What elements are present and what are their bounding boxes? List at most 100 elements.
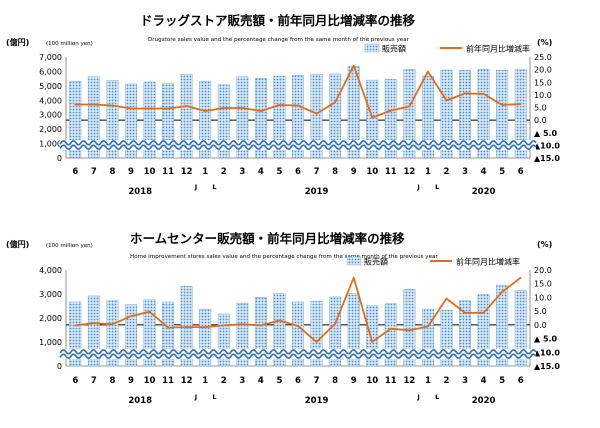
legend-bar-label: 販売額: [382, 44, 406, 54]
line-point-8: [111, 323, 114, 326]
right-tick-label: ▲ 5.0: [534, 335, 558, 344]
month-label: 9: [351, 376, 357, 386]
right-tick-label: 10.0: [534, 91, 552, 100]
bar-1: [421, 308, 434, 367]
line-point-8: [111, 104, 114, 107]
right-tick-label: ▲15.0: [534, 154, 560, 163]
right-tick-label: 5.0: [534, 104, 547, 113]
line-point-3: [464, 311, 466, 314]
bar-8: [329, 73, 342, 159]
bar-2: [440, 309, 453, 367]
bar-9: [125, 304, 137, 367]
left-tick-label: 3,000: [39, 290, 62, 299]
month-label: 3: [239, 376, 245, 386]
line-point-1: [204, 326, 206, 328]
month-label: 5: [276, 167, 282, 177]
right-tick-label: ▲ 5.0: [534, 129, 558, 138]
month-label: 7: [91, 376, 97, 386]
month-label: 2: [221, 376, 227, 386]
bar-12: [180, 74, 193, 159]
left-axis-unit: (億円): [6, 239, 29, 249]
left-tick-label: 1,000: [39, 338, 62, 347]
line-point-2: [222, 324, 225, 327]
line-point-9: [352, 64, 355, 67]
month-label: 8: [332, 167, 338, 177]
month-mark: J: [416, 393, 419, 401]
line-point-10: [148, 310, 151, 313]
left-tick-label: 1,000: [39, 140, 62, 149]
month-label: 3: [462, 376, 468, 386]
right-axis-unit: (%): [537, 240, 552, 249]
month-mark: J: [194, 393, 197, 401]
bar-4: [477, 69, 490, 159]
axis-break-wave: [59, 353, 537, 359]
bar-11: [162, 301, 175, 367]
month-label: 9: [128, 167, 134, 177]
month-label: 4: [481, 376, 487, 386]
month-label: 10: [366, 167, 378, 177]
year-label: 2018: [128, 396, 152, 406]
line-point-7: [315, 112, 318, 115]
right-axis-unit: (%): [537, 38, 552, 47]
month-label: 6: [295, 167, 301, 177]
line-point-5: [278, 104, 281, 106]
left-tick-label: 0: [57, 362, 62, 371]
line-point-5: [501, 104, 503, 106]
bar-1: [421, 75, 434, 159]
bar-2: [217, 313, 230, 367]
month-label: 6: [295, 376, 301, 386]
bar-12: [403, 289, 416, 367]
left-axis-unit-en: (100 million yen): [46, 41, 93, 47]
bar-7: [87, 295, 100, 367]
line-point-10: [371, 341, 374, 343]
month-label: 6: [72, 376, 78, 386]
line-point-12: [408, 329, 411, 332]
bar-12: [180, 286, 193, 367]
bar-3: [236, 302, 249, 367]
month-mark: L: [212, 183, 216, 191]
month-label: 9: [351, 167, 357, 177]
line-point-7: [93, 103, 95, 106]
bar-5: [496, 284, 509, 367]
right-tick-label: ▲15.0: [534, 362, 560, 371]
line-point-11: [167, 326, 169, 329]
month-mark: J: [194, 183, 197, 191]
right-tick-label: ▲10.0: [534, 348, 560, 357]
month-mark: J: [416, 183, 419, 191]
month-label: 12: [403, 376, 415, 386]
line-point-1: [427, 325, 429, 328]
bar-6: [69, 80, 82, 159]
line-point-3: [464, 92, 466, 95]
bar-1: [199, 81, 212, 159]
legend-bar-swatch: [346, 256, 362, 266]
bar-1: [199, 308, 212, 367]
bar-8: [106, 300, 119, 367]
bar-6: [514, 69, 527, 159]
bar-6: [69, 301, 82, 367]
bar-4: [477, 294, 490, 367]
month-label: 7: [314, 376, 320, 386]
left-tick-label: 0: [57, 154, 62, 163]
year-label: 2020: [472, 396, 496, 406]
legend-bar-label: 販売額: [364, 257, 388, 267]
month-label: 5: [499, 167, 505, 177]
line-point-4: [260, 324, 262, 327]
line-point-2: [222, 107, 225, 109]
line-point-3: [241, 107, 244, 109]
line-point-12: [185, 326, 188, 328]
month-mark: L: [212, 393, 216, 401]
line-point-12: [185, 105, 188, 107]
chart-title: ドラッグストア販売額・前年同月比増減率の推移: [140, 13, 416, 28]
line-point-4: [482, 93, 485, 95]
month-label: 2: [444, 167, 450, 177]
left-tick-label: 2,000: [39, 125, 62, 134]
bar-11: [384, 303, 397, 367]
line-point-8: [334, 322, 336, 325]
line-point-11: [390, 109, 392, 112]
month-label: 8: [332, 376, 338, 386]
month-label: 7: [314, 167, 320, 177]
year-label: 2019: [305, 187, 329, 197]
month-label: 12: [403, 167, 415, 177]
left-tick-label: 5,000: [39, 82, 62, 91]
line-point-2: [445, 297, 448, 300]
